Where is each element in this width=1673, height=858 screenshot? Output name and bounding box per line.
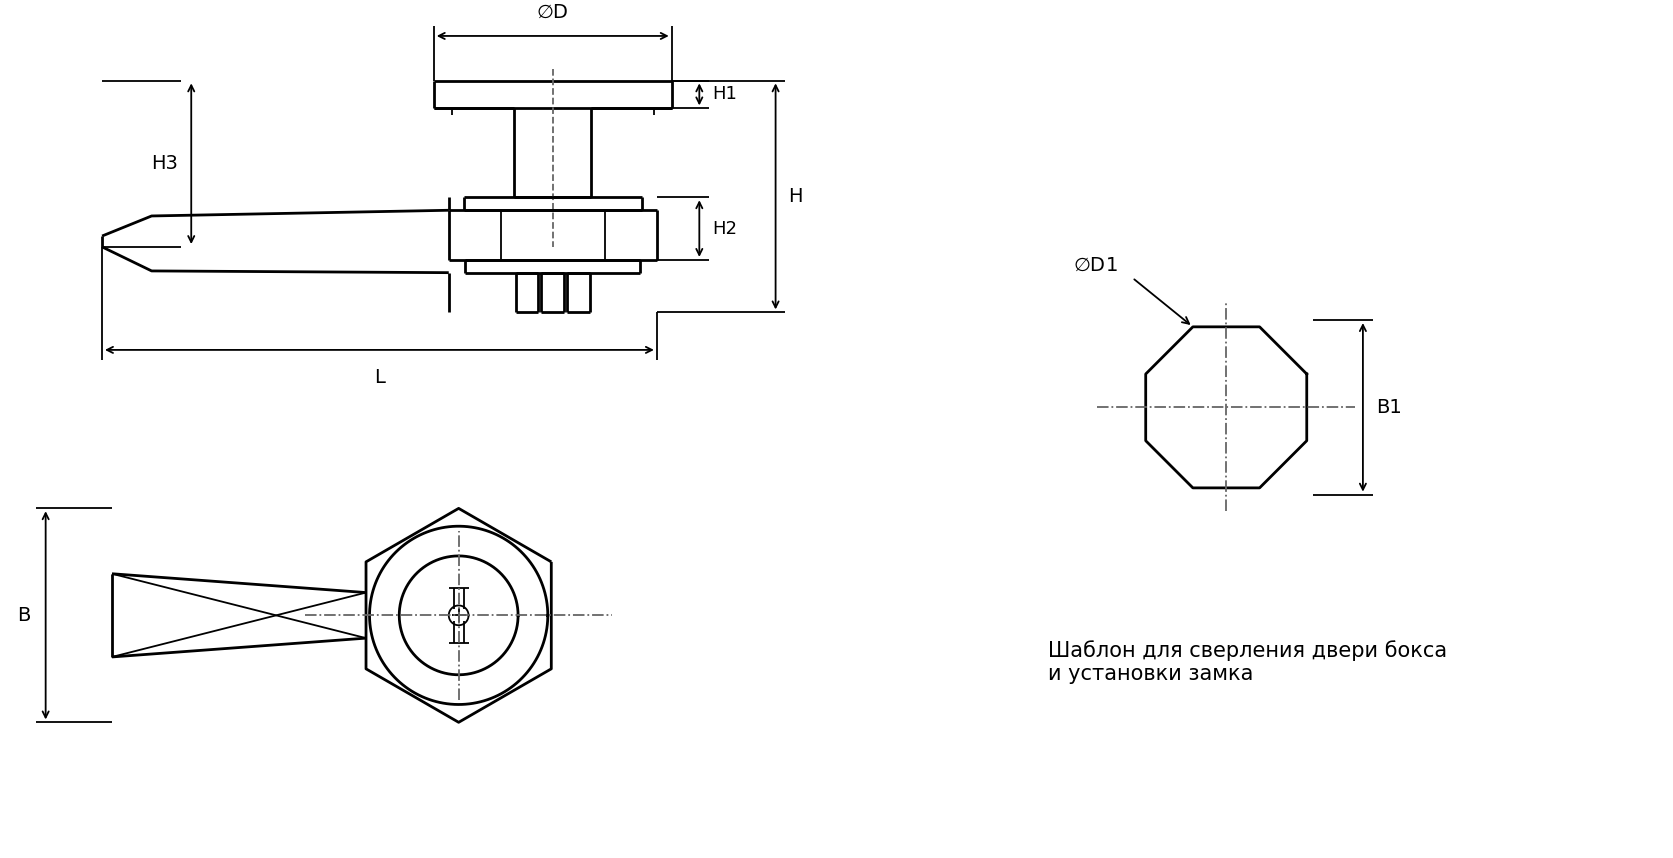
Text: B1: B1	[1375, 398, 1402, 417]
Text: $\varnothing$D: $\varnothing$D	[537, 3, 569, 22]
Text: $\varnothing$D1: $\varnothing$D1	[1072, 257, 1118, 275]
Text: H3: H3	[152, 154, 179, 173]
Text: L: L	[375, 368, 385, 387]
Text: B: B	[17, 606, 30, 625]
Text: H: H	[788, 187, 803, 206]
Text: H1: H1	[713, 86, 738, 103]
Text: H2: H2	[713, 220, 738, 238]
Text: Шаблон для сверления двери бокса
и установки замка: Шаблон для сверления двери бокса и устан…	[1047, 640, 1447, 684]
